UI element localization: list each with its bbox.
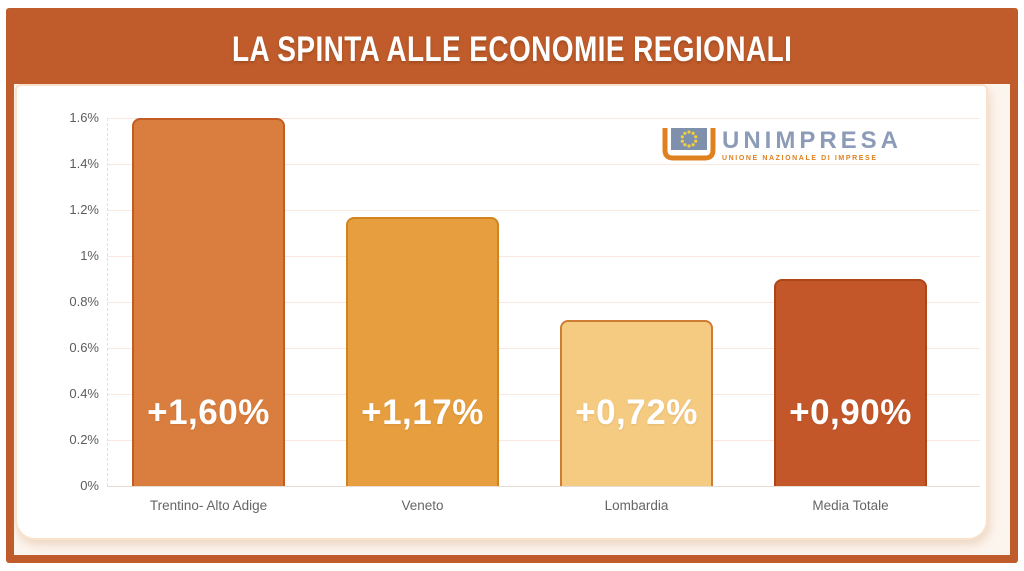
gridline bbox=[107, 440, 980, 441]
y-axis-tick-label: 0.6% bbox=[69, 340, 99, 355]
y-axis-tick-label: 1.6% bbox=[69, 110, 99, 125]
x-axis-category-label: Veneto bbox=[401, 498, 444, 513]
chart-area: UNIMPRESA UNIONE NAZIONALE DI IMPRESE 0%… bbox=[14, 84, 1010, 555]
chart-card: UNIMPRESA UNIONE NAZIONALE DI IMPRESE 0%… bbox=[15, 84, 988, 540]
y-axis-tick-label: 0.2% bbox=[69, 432, 99, 447]
bar-value-label: +0,90% bbox=[789, 393, 912, 432]
eu-flag-square bbox=[671, 128, 707, 150]
bar-value-label: +1,17% bbox=[361, 393, 484, 432]
x-axis-line bbox=[107, 486, 980, 487]
bar-value-label: +1,60% bbox=[147, 393, 270, 432]
y-axis-tick-label: 1% bbox=[80, 248, 99, 263]
gridline bbox=[107, 348, 980, 349]
bar: +1,17% bbox=[346, 217, 499, 486]
gridline bbox=[107, 164, 980, 165]
gridline bbox=[107, 302, 980, 303]
bar-value-label: +0,72% bbox=[575, 393, 698, 432]
x-axis-category-label: Media Totale bbox=[812, 498, 889, 513]
bar: +1,60% bbox=[132, 118, 285, 486]
unimpresa-logo: UNIMPRESA UNIONE NAZIONALE DI IMPRESE bbox=[662, 128, 902, 162]
unimpresa-logo-mark-icon bbox=[662, 128, 716, 161]
y-axis-tick-label: 0.4% bbox=[69, 386, 99, 401]
bar: +0,72% bbox=[560, 320, 713, 486]
y-axis-tick-label: 1.4% bbox=[69, 156, 99, 171]
logo-tagline: UNIONE NAZIONALE DI IMPRESE bbox=[722, 155, 878, 162]
logo-name: UNIMPRESA bbox=[722, 127, 903, 154]
page-title: LA SPINTA ALLE ECONOMIE REGIONALI bbox=[231, 30, 793, 69]
gridline bbox=[107, 210, 980, 211]
y-axis-tick-label: 0.8% bbox=[69, 294, 99, 309]
y-axis-line bbox=[107, 118, 108, 486]
frame: LA SPINTA ALLE ECONOMIE REGIONALI bbox=[6, 8, 1018, 563]
y-axis-tick-label: 0% bbox=[80, 478, 99, 493]
logo-text: UNIMPRESA UNIONE NAZIONALE DI IMPRESE bbox=[722, 127, 903, 163]
header: LA SPINTA ALLE ECONOMIE REGIONALI bbox=[14, 16, 1010, 84]
x-axis-category-label: Lombardia bbox=[604, 498, 669, 513]
gridline bbox=[107, 394, 980, 395]
gridline bbox=[107, 256, 980, 257]
gridline bbox=[107, 118, 980, 119]
bar: +0,90% bbox=[774, 279, 927, 486]
x-axis-category-label: Trentino- Alto Adige bbox=[149, 498, 268, 513]
eu-stars-icon bbox=[680, 130, 698, 148]
bar-chart: 0% 0.2% 0.4% 0.6% 0.8% 1% 1.2% 1.4% 1.6% +1,60% Tr… bbox=[17, 86, 986, 538]
y-axis-tick-label: 1.2% bbox=[69, 202, 99, 217]
